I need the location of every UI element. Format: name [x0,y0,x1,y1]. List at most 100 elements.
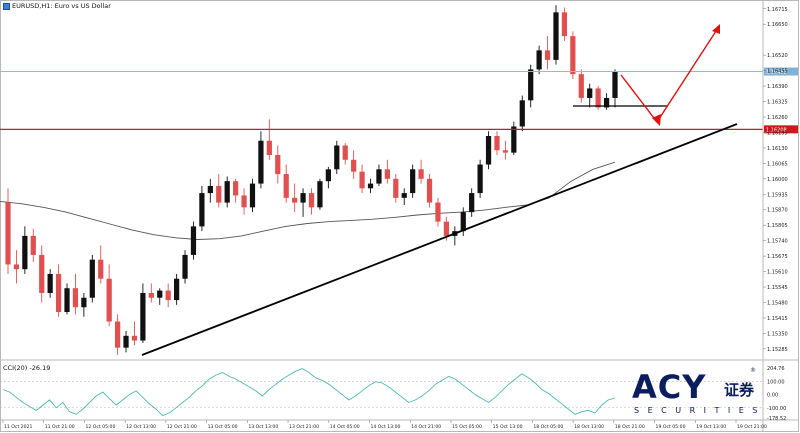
candle-body [410,169,416,194]
price-tick-label: 1.15415 [767,316,788,322]
logo-chinese: 证券 [724,381,755,399]
price-tick-label: 1.16520 [767,53,788,59]
candle-body [460,212,466,232]
candle-body [72,288,79,308]
current-price-tag: 1.16451 [766,70,787,76]
candle-body [418,169,424,179]
candle-body [148,292,154,298]
time-tick-label: 11 Oct 21:00 [45,424,75,430]
price-tick-label: 1.16390 [767,84,788,90]
candle-body [351,159,357,172]
candle-body [325,169,331,182]
candle-body [477,164,483,194]
price-axis: 1.16715 1.16650 1.16520 1.16455 1.16390 1.163… [762,0,788,432]
candle-body [241,195,247,208]
candle-body [123,335,129,348]
candle-body [376,169,382,184]
candle-body [494,136,500,151]
candle-body [64,288,70,312]
candle-body [469,193,475,213]
candle-body [283,174,289,198]
candle-body [553,12,559,60]
price-tick-label: 1.16130 [767,146,788,152]
candle-body [233,181,239,196]
candle-body [89,259,95,298]
candle-body [224,181,230,203]
candle-body [308,193,315,208]
price-tick-label: 1.16715 [767,7,788,13]
moving-average-line [0,161,616,240]
candle-body [182,254,188,279]
projection-arrow-mid-head [652,114,661,126]
candle-body [22,235,28,270]
price-tick-label: 1.15480 [767,300,788,306]
candle-body [207,185,213,194]
candle-body [39,254,45,293]
cci-tick-label: -178.52 [767,416,786,422]
candle-body [13,264,20,270]
candle-body [384,169,390,179]
candle-body [131,335,138,341]
candle-body [603,97,610,108]
price-tick-label: 1.15545 [767,285,788,291]
candle-body [157,290,163,298]
time-tick-label: 14 Oct 05:00 [330,424,360,430]
time-tick-label: 19 Oct 13:00 [696,424,726,430]
time-tick-label: 18 Oct 13:00 [574,424,604,430]
time-tick-label: 13 Oct 13:00 [248,424,278,430]
candle-body [587,88,593,98]
candle-body [595,88,601,108]
candles [5,5,618,355]
candle-body [5,202,11,265]
level-price-tag: 1.16208 [766,127,787,133]
time-tick-label: 18 Oct 21:00 [615,424,645,430]
level-price-tag-bg [764,125,798,134]
candle-body [426,178,433,203]
candle-body [249,183,256,208]
logo-brand: ACY [632,368,707,406]
time-tick-label: 12 Oct 21:00 [167,424,197,430]
candle-body [165,290,171,301]
candle-body [140,292,146,341]
candle-body [528,69,534,101]
ascending-trendline [141,123,738,356]
time-tick-label: 14 Oct 13:00 [371,424,401,430]
time-tick-label: 13 Oct 05:00 [208,424,238,430]
candle-body [561,12,568,37]
annotations[interactable] [141,24,738,356]
time-tick-label: 19 Oct 05:00 [656,424,686,430]
logo-registered: ® [750,367,756,374]
price-tick-label: 1.15350 [767,331,788,337]
cci-tick-label: -100.00 [767,406,786,412]
horizontal-levels[interactable]: 1.16451 1.16208 [0,67,798,134]
chart-title: EURUSD,H1: Euro vs US Dollar [12,2,111,10]
cci-tick-label: 204.76 [767,366,785,372]
candle-body [443,221,450,236]
time-tick-label: 11 Oct 2021 [4,424,32,430]
candle-body [199,193,205,227]
candle-body [511,126,517,153]
logo-subtitle: SECURITIES [634,406,766,415]
price-tick-label: 1.16065 [767,161,788,167]
time-tick-label: 15 Oct 13:00 [493,424,523,430]
candle-body [173,278,180,301]
price-tick-label: 1.16455 [767,69,788,75]
price-tick-label: 1.16260 [767,115,788,121]
candle-body [317,181,323,208]
candle-body [216,185,222,203]
grid [0,359,799,421]
candle-body [578,74,584,98]
time-tick-label: 19 Oct 21:00 [737,424,767,430]
price-tick-label: 1.15870 [767,208,788,214]
price-tick-label: 1.15935 [767,192,788,198]
time-axis: 11 Oct 2021 11 Oct 21:00 12 Oct 05:00 12 Oc… [2,420,767,430]
price-tick-label: 1.16650 [767,22,788,28]
chart-title-bar: EURUSD,H1: Euro vs US Dollar [3,2,111,10]
candle-body [106,278,112,322]
candle-body [30,235,36,255]
acy-securities-logo: ACY 证券 ® SECURITIES [628,367,788,420]
time-tick-label: 14 Oct 21:00 [411,424,441,430]
cci-tick-label: 0.00 [767,393,778,399]
